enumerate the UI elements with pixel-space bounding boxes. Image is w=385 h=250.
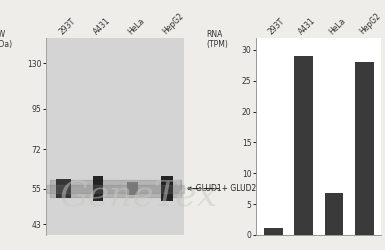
- Bar: [355, 62, 374, 235]
- Bar: [325, 193, 343, 235]
- Bar: [127, 182, 137, 195]
- Bar: [93, 176, 103, 201]
- Text: RNA
(TPM): RNA (TPM): [206, 30, 228, 49]
- Bar: [56, 179, 71, 198]
- Bar: [264, 228, 283, 235]
- Text: ← GLUD1+ GLUD2: ← GLUD1+ GLUD2: [187, 184, 256, 193]
- Bar: [161, 176, 173, 201]
- Text: MW
(kDa): MW (kDa): [0, 30, 12, 49]
- Text: GeneTex: GeneTex: [60, 178, 218, 212]
- Bar: [294, 56, 313, 235]
